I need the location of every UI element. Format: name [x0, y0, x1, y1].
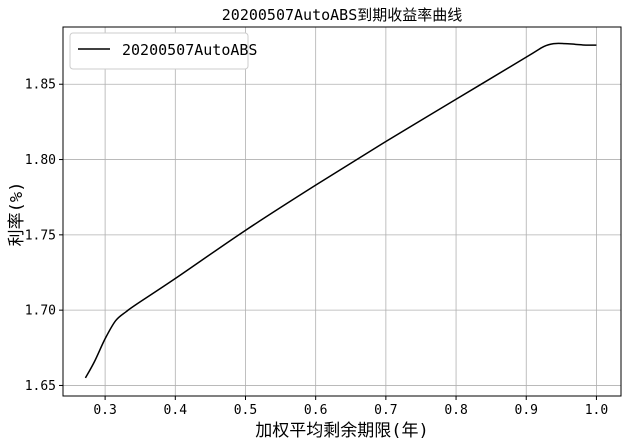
legend-box	[69, 32, 249, 70]
y-tick-label: 1.70	[25, 304, 56, 319]
x-tick-label: 0.8	[444, 403, 467, 418]
x-tick-label: 0.3	[93, 403, 116, 418]
y-axis-ticks: 1.65 1.70 1.75 1.80 1.85	[25, 78, 63, 394]
x-tick-label: 0.5	[234, 403, 257, 418]
chart-title: 20200507AutoABS到期收益率曲线	[222, 6, 462, 24]
legend-entry-label: 20200507AutoABS	[122, 41, 257, 59]
x-axis-label: 加权平均剩余期限(年)	[255, 421, 428, 441]
plot-area	[84, 42, 597, 379]
y-axis-label: 利率(%)	[7, 182, 27, 247]
series-line	[84, 42, 597, 379]
x-tick-label: 1.0	[585, 403, 608, 418]
x-tick-label: 0.7	[374, 403, 397, 418]
y-tick-label: 1.85	[25, 78, 56, 93]
x-axis-ticks: 0.3 0.4 0.5 0.6 0.7 0.8 0.9 1.0	[93, 396, 608, 418]
grid-lines	[63, 27, 621, 396]
x-tick-label: 0.9	[515, 403, 538, 418]
y-tick-label: 1.80	[25, 153, 56, 168]
axes-frame	[62, 26, 622, 397]
x-tick-label: 0.6	[304, 403, 327, 418]
y-tick-label: 1.65	[25, 379, 56, 394]
x-tick-label: 0.4	[164, 403, 188, 418]
y-tick-label: 1.75	[25, 228, 56, 243]
legend: 20200507AutoABS	[69, 32, 257, 70]
